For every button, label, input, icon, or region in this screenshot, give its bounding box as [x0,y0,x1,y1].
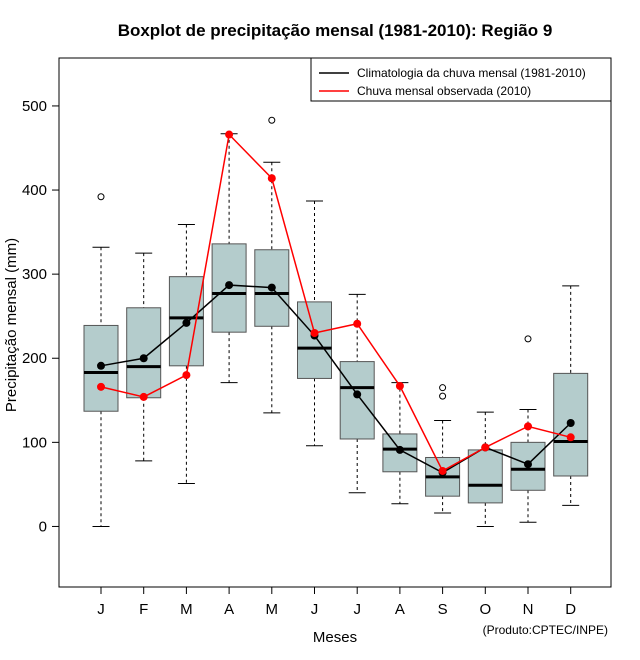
x-tick-label: M [180,601,193,618]
box-month [168,224,204,485]
series-point-0 [395,445,404,454]
x-tick-label: J [353,601,361,618]
box-month [126,252,162,462]
box-iqr [467,449,503,504]
series-point-1 [310,329,319,338]
credit-text: (Produto:CPTEC/INPE) [483,623,608,637]
outlier-point [268,116,276,124]
y-tick-label: 400 [22,182,47,199]
series-point-0 [267,283,276,292]
series-point-1 [566,433,575,442]
outlier-point [524,335,532,343]
x-tick-label: A [224,601,234,618]
x-tick-label: S [438,601,448,618]
series-point-0 [353,390,362,399]
x-tick-label: J [97,601,105,618]
chart-title: Boxplot de precipitação mensal (1981-201… [118,21,553,40]
series-point-1 [353,319,362,328]
series-point-0 [566,419,575,428]
box-month [211,133,247,384]
y-tick-label: 100 [22,434,47,451]
legend-label: Climatologia da chuva mensal (1981-2010) [357,66,586,80]
y-tick-label: 200 [22,350,47,367]
legend-box [310,57,612,102]
legend-label: Chuva mensal observada (2010) [357,84,531,98]
series-point-0 [139,354,148,363]
y-tick-label: 0 [39,518,47,535]
series-point-0 [182,318,191,327]
series-point-1 [438,466,447,475]
series-point-1 [139,392,148,401]
x-tick-label: O [479,601,491,618]
series-line-1 [100,132,571,472]
x-tick-label: D [565,601,576,618]
series-point-0 [524,460,532,469]
series-point-1 [97,382,105,391]
x-tick-label: F [139,601,148,618]
x-tick-label: N [523,601,534,618]
x-tick-label: M [266,601,279,618]
box-month [297,200,332,447]
outlier-point [439,384,447,392]
box-month [83,193,119,527]
x-tick-label: A [395,601,405,618]
series-point-1 [395,381,404,390]
box-month [553,285,589,506]
series-point-0 [97,361,105,370]
y-axis-label: Precipitação mensal (mm) [3,238,20,412]
y-tick-label: 500 [22,98,47,115]
series-line-0 [100,284,572,474]
plot-layer: 0 100 200 300 400 500 J F M A M J J A S O N D Climatologia… [22,57,612,618]
box-iqr [126,307,162,399]
box-month [467,411,503,527]
box-month [339,293,375,494]
series-point-1 [182,371,191,380]
x-axis-label: Meses [313,629,357,646]
series-point-1 [481,443,490,452]
series-point-1 [225,130,234,139]
x-tick-label: J [311,601,319,618]
outlier-point [439,392,447,400]
box-iqr [339,361,375,440]
outlier-point [97,193,105,201]
series-point-0 [225,281,234,290]
box-month [254,116,290,414]
y-tick-label: 300 [22,266,47,283]
series-point-1 [524,422,532,431]
series-point-1 [267,174,276,183]
box-iqr [297,301,332,379]
box-month [382,382,418,505]
